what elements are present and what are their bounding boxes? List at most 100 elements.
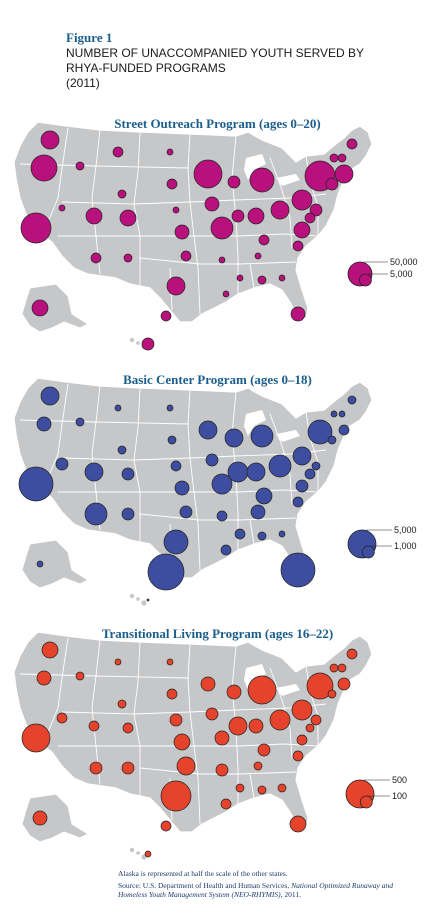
bubble-wa [40, 386, 60, 406]
bubble-ks [174, 224, 190, 240]
bubble-nd [166, 148, 174, 156]
bubble-nh [338, 410, 346, 418]
hawaii-land [129, 847, 147, 860]
bubble-vt [329, 663, 339, 673]
us-land [13, 631, 373, 833]
alaska-land [21, 283, 90, 333]
bubble-ma [338, 424, 350, 436]
bubble-wa [41, 641, 59, 659]
size-legend: 50,000 5,000 [347, 257, 418, 287]
bubble-oh [268, 454, 292, 478]
bubble-ut [84, 462, 104, 482]
bubble-sd [166, 178, 178, 190]
bubble-fl [289, 815, 307, 833]
bubble-ar [215, 763, 229, 777]
state-border [187, 133, 201, 315]
state-border [91, 639, 101, 785]
bubble-nm [121, 761, 135, 775]
bubble-or [36, 670, 52, 686]
bubble-az [89, 761, 103, 775]
basic-center-map-title: Basic Center Program (ages 0–18) [123, 372, 312, 387]
bubble-ky [257, 743, 271, 757]
lake-erie-ontario [276, 430, 300, 442]
source-title: National Optimized Runaway and Homeless … [118, 881, 393, 899]
bubble-mt [114, 404, 122, 412]
size-legend: 5,000 1,000 [347, 525, 417, 559]
bubble-in [247, 207, 265, 225]
bubble-nv [58, 204, 66, 212]
source-suffix: , 2011. [280, 890, 301, 899]
bubble-sd [167, 435, 177, 445]
great-lakes [244, 154, 300, 186]
state-border [305, 665, 319, 746]
bubble-or [30, 154, 58, 182]
bubble-ca [18, 466, 54, 502]
bubble-nc [292, 496, 304, 508]
legend-bubble-small [359, 795, 373, 809]
bubble-ma [337, 677, 351, 691]
bubble-nc [292, 240, 304, 252]
bubble-la [220, 798, 232, 810]
bubble-ne [172, 206, 180, 214]
bubble-ok [180, 250, 192, 262]
bubble-ga [277, 783, 287, 793]
bubble-wi [227, 175, 241, 189]
bubbles [21, 641, 358, 858]
bubble-mi [250, 424, 274, 448]
bubble-ia [205, 453, 219, 467]
bubble-ms [236, 274, 244, 282]
outreach-map: 50,000 5,000 [13, 121, 418, 351]
bubble-ar [218, 256, 226, 264]
state-border [139, 257, 297, 265]
legend-bubble-small [361, 545, 375, 559]
lake-superior-michigan [244, 410, 266, 436]
transitional-map: 500 100 [13, 631, 407, 860]
hawaii-island [129, 593, 135, 599]
state-border [91, 129, 101, 275]
hawaii-island [136, 851, 140, 855]
bubble-id [75, 417, 85, 427]
bubble-ny [306, 672, 334, 700]
bubble-la [220, 544, 232, 556]
state-border [249, 519, 255, 545]
bubble-tx_s [147, 553, 185, 591]
figure-title: NUMBER OF UNACCOMPANIED YOUTH SERVED BY … [66, 46, 406, 91]
bubble-pa [291, 189, 313, 211]
hawaii-land [129, 593, 147, 606]
bubble-tn [254, 252, 262, 260]
bubble-oh [269, 709, 291, 731]
bubble-mn [198, 420, 218, 440]
state-border [305, 411, 319, 492]
bubble-me [347, 395, 357, 405]
bubble-wi [226, 684, 242, 700]
lake-erie-ontario [276, 684, 300, 696]
legend-label-large: 5,000 [394, 525, 417, 535]
bubbles [20, 130, 358, 351]
bubble-md [304, 468, 316, 480]
bubble-al [257, 275, 267, 285]
bubble-ak [36, 560, 44, 568]
alaska-land [21, 539, 90, 589]
bubble-mi [249, 167, 275, 193]
bubble-hi [146, 598, 150, 602]
bubble-va [296, 734, 308, 746]
hawaii-island [136, 341, 140, 345]
bubble-nd [166, 658, 174, 666]
bubble-tx_s [160, 310, 172, 322]
state-border [58, 743, 319, 747]
bubble-tx_s [160, 820, 172, 832]
great-lakes [244, 410, 300, 442]
bubble-id [75, 161, 85, 171]
bubbles [18, 386, 357, 602]
bubble-az [90, 252, 102, 264]
size-legend: 500 100 [345, 775, 407, 809]
bubble-il [231, 209, 245, 223]
bubble-sd [166, 688, 178, 700]
bubble-ak [31, 299, 49, 317]
bubble-hi [144, 850, 152, 858]
hawaii-island [136, 597, 140, 601]
bubble-wy [117, 699, 127, 709]
bubble-ia [204, 196, 220, 212]
bubble-va [293, 221, 311, 239]
bubble-fl [280, 552, 316, 588]
